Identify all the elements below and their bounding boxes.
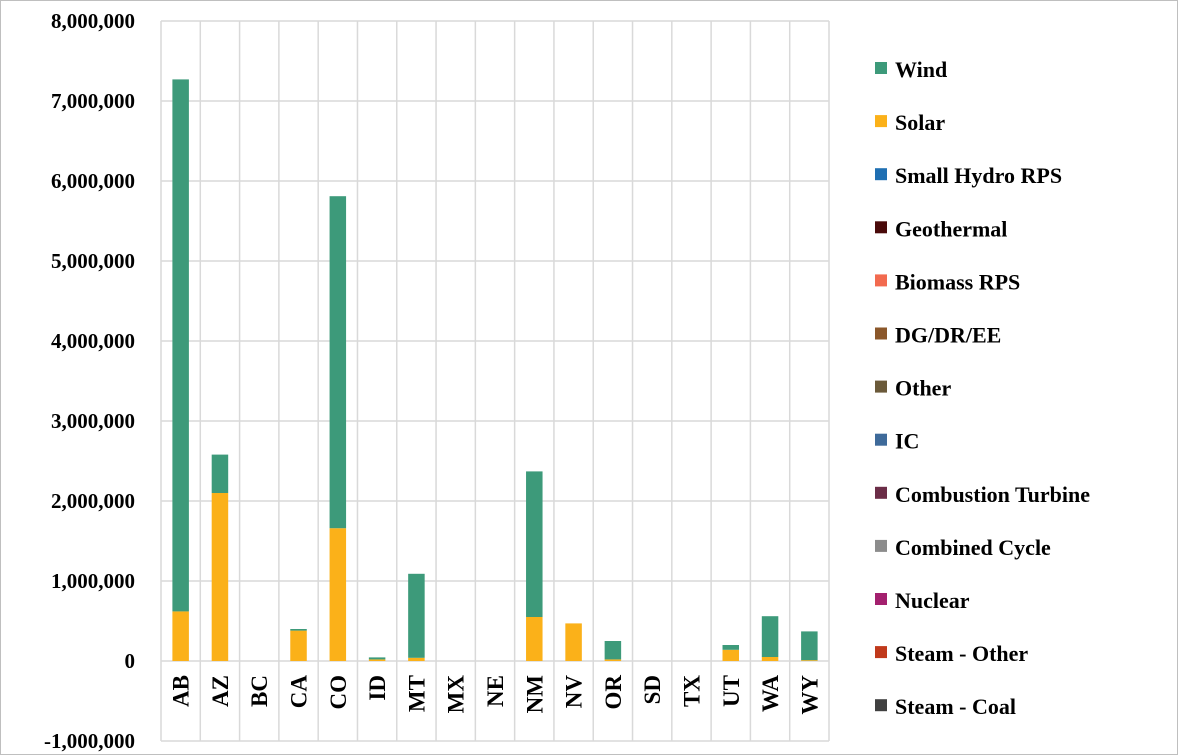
x-category-label: NV bbox=[562, 675, 587, 709]
bar-segment-solar bbox=[761, 657, 779, 661]
legend-label: Small Hydro RPS bbox=[895, 163, 1062, 188]
legend-label: Combustion Turbine bbox=[895, 482, 1090, 507]
legend-swatch bbox=[875, 380, 887, 393]
legend-label: Steam - Coal bbox=[895, 694, 1016, 719]
x-category-label: OR bbox=[601, 675, 626, 710]
legend-label: Geothermal bbox=[895, 216, 1007, 241]
bar-segment-solar bbox=[604, 659, 622, 661]
y-tick-label: 1,000,000 bbox=[51, 569, 135, 593]
bar-segment-solar bbox=[290, 630, 307, 661]
x-category-label: SD bbox=[640, 675, 665, 704]
bar-segment-solar bbox=[368, 659, 386, 661]
legend: Wind Solar Small Hydro RPS Geothermal Biomas… bbox=[875, 57, 1090, 719]
x-category-label: ID bbox=[365, 675, 390, 701]
legend-swatch bbox=[875, 433, 887, 446]
x-category-label: WA bbox=[758, 675, 783, 712]
bar-segment-solar bbox=[211, 493, 229, 661]
x-category-label: UT bbox=[719, 675, 744, 707]
x-category-label: TX bbox=[679, 675, 704, 707]
bar-segment-wind bbox=[801, 631, 818, 661]
bar-segment-solar bbox=[172, 611, 189, 661]
y-tick-label: -1,000,000 bbox=[44, 729, 135, 753]
y-tick-label: 6,000,000 bbox=[51, 169, 135, 193]
legend-label: DG/DR/EE bbox=[895, 323, 1001, 348]
bar-segment-wind bbox=[526, 471, 543, 617]
bar-segment-wind bbox=[329, 196, 347, 529]
legend-label: Combined Cycle bbox=[895, 535, 1051, 560]
legend-label: IC bbox=[895, 429, 919, 454]
bar-segment-wind bbox=[172, 79, 189, 612]
y-tick-label: 3,000,000 bbox=[51, 409, 135, 433]
bar-segment-solar bbox=[408, 657, 425, 661]
x-category-label: MT bbox=[404, 675, 429, 712]
bar-segment-solar bbox=[565, 623, 582, 661]
legend-label: Wind bbox=[895, 57, 947, 82]
legend-swatch bbox=[875, 168, 887, 181]
legend-swatch bbox=[875, 539, 887, 552]
legend-swatch bbox=[875, 486, 887, 499]
bar-segment-solar bbox=[526, 617, 543, 661]
y-tick-label: 4,000,000 bbox=[51, 329, 135, 353]
y-tick-label: 8,000,000 bbox=[51, 9, 135, 33]
legend-swatch bbox=[875, 327, 887, 340]
x-category-label: MX bbox=[444, 675, 469, 714]
legend-label: Nuclear bbox=[895, 588, 970, 613]
legend-swatch bbox=[875, 274, 887, 287]
x-category-label: CA bbox=[287, 675, 312, 709]
axes: -1,000,000 0 1,000,000 2,000,000 3,000,000 4,… bbox=[44, 9, 822, 753]
y-tick-label: 5,000,000 bbox=[51, 249, 135, 273]
legend-swatch bbox=[875, 699, 887, 712]
legend-label: Other bbox=[895, 376, 951, 401]
x-category-label: BC bbox=[247, 675, 272, 707]
x-category-label: NE bbox=[483, 675, 508, 707]
legend-label: Biomass RPS bbox=[895, 269, 1020, 294]
bars bbox=[172, 79, 818, 661]
x-category-label: AZ bbox=[208, 675, 233, 707]
bar-segment-wind bbox=[604, 641, 622, 660]
x-category-label: NM bbox=[522, 675, 547, 714]
legend-label: Steam - Other bbox=[895, 641, 1028, 666]
bar-segment-solar bbox=[801, 660, 818, 661]
bar-segment-wind bbox=[290, 629, 307, 631]
bar-segment-solar bbox=[722, 649, 740, 661]
gridlines bbox=[160, 20, 830, 742]
legend-swatch bbox=[875, 646, 887, 659]
legend-swatch bbox=[875, 221, 887, 234]
y-tick-label: 7,000,000 bbox=[51, 89, 135, 113]
legend-swatch bbox=[875, 62, 887, 74]
bar-segment-solar bbox=[329, 528, 347, 661]
bar-segment-wind bbox=[761, 616, 779, 657]
x-category-label: CO bbox=[326, 675, 351, 710]
legend-label: Solar bbox=[895, 110, 945, 135]
bar-segment-wind bbox=[722, 645, 740, 650]
legend-swatch bbox=[875, 593, 887, 605]
bar-segment-wind bbox=[211, 454, 229, 493]
y-tick-label: 2,000,000 bbox=[51, 489, 135, 513]
x-category-label: WY bbox=[797, 675, 822, 715]
bar-segment-wind bbox=[368, 657, 386, 660]
legend-swatch bbox=[875, 115, 887, 128]
x-category-label: AB bbox=[169, 675, 194, 707]
y-tick-label: 0 bbox=[125, 649, 136, 673]
bar-segment-wind bbox=[408, 573, 425, 658]
